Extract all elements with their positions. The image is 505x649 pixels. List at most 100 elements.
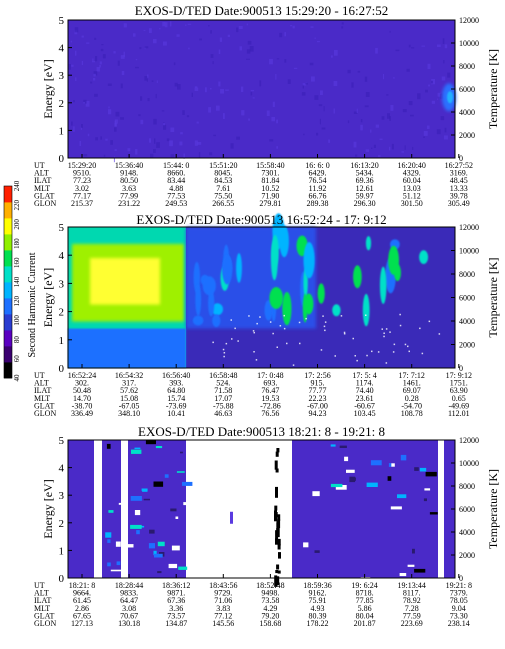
spectrogram-blob — [180, 451, 183, 454]
spectrogram-speckle — [139, 47, 142, 50]
spectrogram-speckle — [256, 322, 258, 325]
y2-tick-label: 4000 — [459, 317, 475, 326]
spectrogram-speckle — [437, 44, 441, 47]
spectrogram-blob — [365, 236, 372, 251]
spectrogram-speckle — [196, 121, 199, 124]
table-cell: 84.53 — [214, 176, 232, 185]
spectrogram-speckle — [234, 327, 236, 330]
spectrogram-blob — [387, 476, 392, 481]
spectrogram-blob — [276, 448, 280, 453]
table-cell: 9.04 — [452, 604, 466, 613]
spectrogram-speckle — [155, 93, 157, 99]
table-cell: 60.04 — [403, 176, 421, 185]
data-gap — [456, 440, 462, 578]
spectrogram-speckle — [410, 114, 414, 117]
spectrogram-speckle — [425, 89, 428, 93]
table-row-label: GLON — [34, 199, 56, 208]
spectrogram-speckle — [174, 82, 178, 87]
table-cell: 1461. — [403, 379, 421, 388]
spectrogram-speckle — [316, 132, 319, 136]
table-cell: 77.53 — [167, 191, 185, 200]
spectrogram-speckle — [100, 136, 102, 140]
y-axis-label: Energy [eV] — [41, 59, 55, 118]
spectrogram-blob — [107, 562, 111, 567]
spectrogram-speckle — [284, 32, 286, 37]
spectrogram-blob — [276, 564, 280, 570]
spectrogram-blob — [317, 283, 325, 304]
table-cell: 1174. — [356, 379, 374, 388]
spectrogram-speckle — [191, 92, 193, 97]
spectrogram-blob — [148, 543, 155, 549]
spectrogram-speckle — [316, 40, 320, 43]
table-cell: 17: 5: 4 — [352, 371, 376, 380]
spectrogram-speckle — [231, 338, 233, 340]
spectrogram-speckle — [114, 149, 117, 151]
spectrogram-speckle — [120, 55, 125, 59]
spectrogram-hotspot — [447, 91, 453, 104]
spectrogram-region — [90, 258, 160, 305]
spectrogram-speckle — [440, 116, 445, 121]
spectrogram-speckle — [351, 82, 354, 88]
y2-tick-label: 2000 — [459, 341, 475, 350]
spectrogram-speckle — [385, 328, 388, 330]
spectrogram-speckle — [153, 39, 157, 44]
table-cell: 23.61 — [356, 394, 374, 403]
table-cell: 77.77 — [309, 386, 327, 395]
table-cell: 524. — [216, 379, 230, 388]
table-cell: 63.90 — [450, 386, 468, 395]
spectrogram-speckle — [223, 352, 226, 354]
table-cell: 238.14 — [448, 619, 470, 628]
spectrogram-speckle — [114, 127, 117, 132]
spectrogram-blob — [339, 445, 347, 448]
colorbar-swatch — [4, 250, 12, 267]
table-cell: 103.45 — [354, 409, 376, 418]
table-cell: 74.40 — [356, 386, 374, 395]
table-cell: 915. — [311, 379, 325, 388]
table-cell: 22.23 — [309, 394, 327, 403]
spectrogram-speckle — [204, 87, 207, 93]
spectrogram-speckle — [246, 49, 251, 54]
spectrogram-speckle — [370, 129, 372, 133]
table-cell: 11.92 — [309, 184, 327, 193]
spectrogram-speckle — [255, 359, 258, 361]
spectrogram-speckle — [135, 149, 138, 155]
table-cell: 15:44: 0 — [163, 161, 189, 170]
colorbar-swatch — [4, 282, 12, 299]
table-cell: 76.56 — [261, 409, 279, 418]
spectrogram-speckle — [197, 142, 202, 145]
spectrogram-speckle — [365, 314, 367, 316]
table-cell: 336.49 — [71, 409, 93, 418]
spectrogram-blob — [330, 483, 343, 488]
table-cell: 71.06 — [214, 596, 232, 605]
spectrogram-blob — [423, 498, 427, 502]
data-gap — [438, 440, 444, 578]
spectrogram-blob — [175, 516, 179, 519]
colorbar-swatch — [4, 234, 12, 251]
spectrogram-speckle — [212, 61, 214, 65]
table-cell: 83.44 — [167, 176, 185, 185]
spectrogram-speckle — [92, 61, 95, 63]
spectrogram-blob — [164, 474, 169, 478]
spectrogram-speckle — [247, 40, 252, 45]
spectrogram-speckle — [223, 113, 225, 119]
spectrogram-speckle — [81, 124, 83, 128]
spectrogram-speckle — [176, 34, 180, 37]
table-cell: 9833. — [120, 589, 138, 598]
spectrogram-speckle — [83, 99, 87, 104]
spectrogram-panel-2: EXOS-D/TED Date:900513 16:52:24 - 17: 9:… — [34, 212, 500, 418]
spectrogram-speckle — [259, 80, 262, 87]
spectrogram-speckle — [140, 119, 144, 125]
spectrogram-speckle — [390, 105, 394, 111]
spectrogram-blob — [155, 446, 163, 449]
spectrogram-speckle — [114, 122, 118, 127]
table-cell: 2.86 — [75, 604, 89, 613]
spectrogram-speckle — [161, 110, 165, 112]
spectrogram-speckle — [283, 314, 285, 317]
table-cell: 10.41 — [167, 409, 185, 418]
table-cell: 51.12 — [403, 191, 421, 200]
spectrogram-blob — [236, 253, 242, 283]
spectrogram-speckle — [198, 152, 201, 158]
spectrogram-speckle — [227, 34, 230, 37]
data-gap — [94, 440, 102, 578]
colorbar-tick-label: 40 — [13, 374, 21, 382]
